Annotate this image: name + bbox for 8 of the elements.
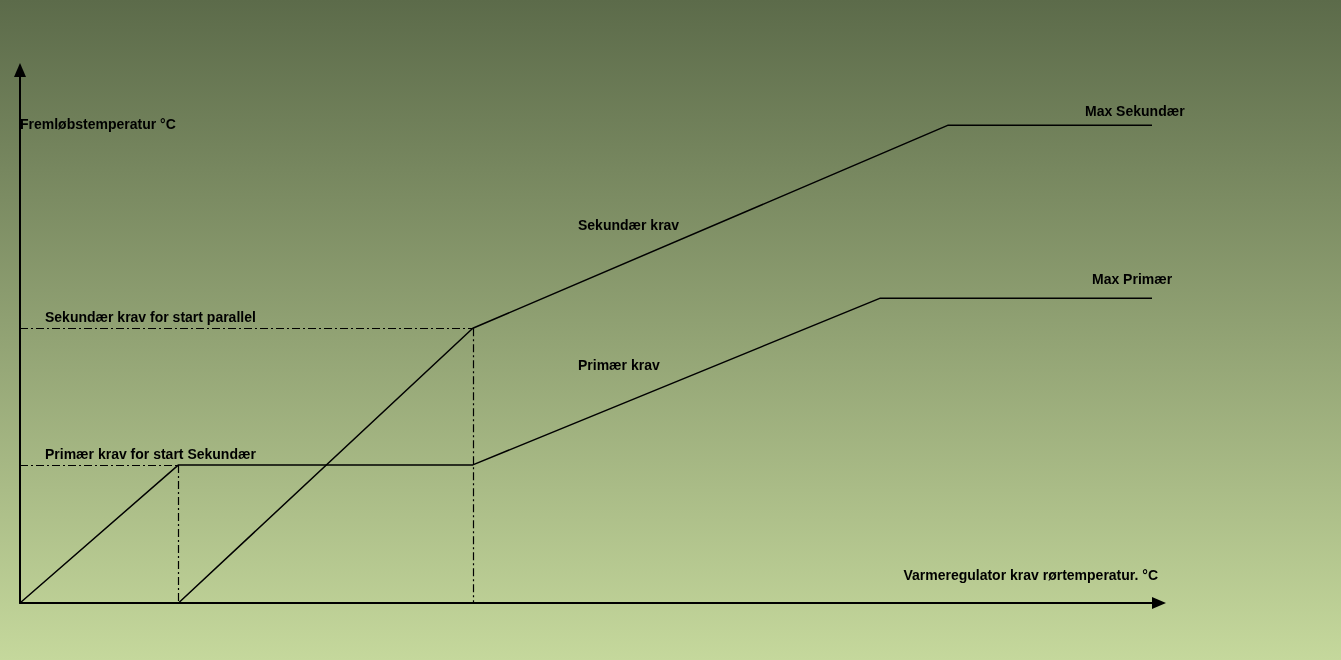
y-axis-title: Fremløbstemperatur °C (20, 116, 176, 132)
ref-line-label: Primær krav for start Sekundær (45, 445, 257, 462)
annotation: Max Primær (1092, 271, 1173, 287)
annotation: Sekundær krav (578, 217, 680, 233)
x-axis-title: Varmeregulator krav rørtemperatur. °C (903, 567, 1158, 583)
annotation: Primær krav (578, 357, 660, 373)
ref-line-label: Sekundær krav for start parallel (45, 309, 256, 326)
text: Max Sekundær (1085, 103, 1186, 119)
